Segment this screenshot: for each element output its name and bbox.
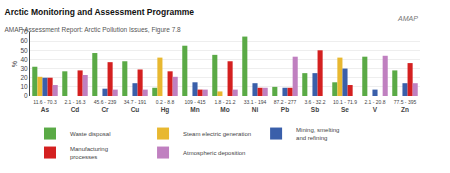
svg-text:AMAP Assessment Report: Arctic: AMAP Assessment Report: Arctic Pollution… <box>5 26 182 34</box>
svg-text:%: % <box>11 61 18 67</box>
svg-text:Waste disposal: Waste disposal <box>70 131 110 137</box>
svg-text:33.1 - 194Ni: 33.1 - 194Ni <box>244 99 267 113</box>
svg-text:87.2 - 277Pb: 87.2 - 277Pb <box>274 99 297 113</box>
svg-text:1.8 - 21.2Mo: 1.8 - 21.2Mo <box>214 99 235 113</box>
svg-text:109 - 415Mn: 109 - 415Mn <box>184 99 205 113</box>
svg-text:2.1 - 20.8V: 2.1 - 20.8V <box>364 99 385 113</box>
svg-text:Steam electric generation: Steam electric generation <box>183 131 251 137</box>
svg-text:70: 70 <box>20 28 28 35</box>
svg-text:Arctic Monitoring and Assessme: Arctic Monitoring and Assessment Program… <box>5 7 195 17</box>
svg-text:Mining, smeltingand refining: Mining, smeltingand refining <box>296 127 339 141</box>
svg-text:30: 30 <box>20 65 28 72</box>
svg-text:34.7 - 191Cu: 34.7 - 191Cu <box>124 99 147 113</box>
svg-text:11.6 - 70.3As: 11.6 - 70.3As <box>33 99 57 113</box>
svg-text:0.2 - 8.8Hg: 0.2 - 8.8Hg <box>156 99 175 114</box>
svg-text:AMAP: AMAP <box>397 15 418 22</box>
svg-text:3.6 - 32.2Sb: 3.6 - 32.2Sb <box>304 99 325 113</box>
svg-text:77.5 - 395Zn: 77.5 - 395Zn <box>394 99 417 113</box>
svg-text:60: 60 <box>20 37 28 44</box>
svg-text:45.6 - 239Cr: 45.6 - 239Cr <box>94 99 117 113</box>
svg-text:2.1 - 16.3Cd: 2.1 - 16.3Cd <box>64 99 85 113</box>
svg-text:0: 0 <box>24 92 28 99</box>
svg-text:50: 50 <box>20 47 28 54</box>
svg-text:Manufacturingprocesses: Manufacturingprocesses <box>70 146 108 160</box>
svg-text:10.1 - 71.9Se: 10.1 - 71.9Se <box>333 99 357 113</box>
svg-text:40: 40 <box>20 56 28 63</box>
svg-text:10: 10 <box>20 83 28 90</box>
svg-text:Atmospheric deposition: Atmospheric deposition <box>183 150 245 156</box>
svg-text:20: 20 <box>20 74 28 81</box>
